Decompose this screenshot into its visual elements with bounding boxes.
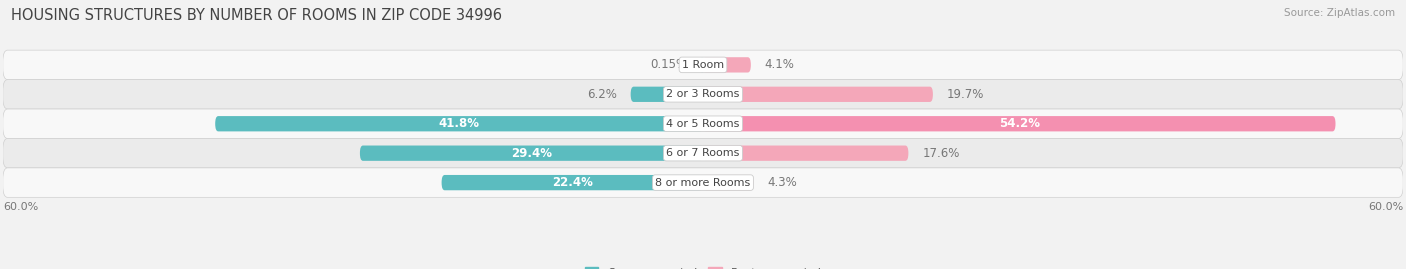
Text: 6 or 7 Rooms: 6 or 7 Rooms: [666, 148, 740, 158]
Text: Source: ZipAtlas.com: Source: ZipAtlas.com: [1284, 8, 1395, 18]
Text: 4.1%: 4.1%: [765, 58, 794, 71]
FancyBboxPatch shape: [703, 57, 751, 73]
FancyBboxPatch shape: [3, 168, 1403, 197]
FancyBboxPatch shape: [703, 146, 908, 161]
Text: 22.4%: 22.4%: [553, 176, 593, 189]
Text: 19.7%: 19.7%: [946, 88, 984, 101]
Legend: Owner-occupied, Renter-occupied: Owner-occupied, Renter-occupied: [581, 263, 825, 269]
FancyBboxPatch shape: [703, 116, 1336, 131]
Text: 6.2%: 6.2%: [586, 88, 617, 101]
FancyBboxPatch shape: [703, 175, 754, 190]
FancyBboxPatch shape: [360, 146, 703, 161]
Text: 4 or 5 Rooms: 4 or 5 Rooms: [666, 119, 740, 129]
FancyBboxPatch shape: [3, 139, 1403, 168]
FancyBboxPatch shape: [703, 87, 934, 102]
Text: 41.8%: 41.8%: [439, 117, 479, 130]
Text: 1 Room: 1 Room: [682, 60, 724, 70]
Text: 2 or 3 Rooms: 2 or 3 Rooms: [666, 89, 740, 99]
Text: 29.4%: 29.4%: [510, 147, 553, 160]
Text: 8 or more Rooms: 8 or more Rooms: [655, 178, 751, 187]
FancyBboxPatch shape: [215, 116, 703, 131]
Text: 0.15%: 0.15%: [650, 58, 688, 71]
Text: 60.0%: 60.0%: [3, 202, 38, 212]
FancyBboxPatch shape: [3, 80, 1403, 109]
FancyBboxPatch shape: [3, 109, 1403, 139]
Text: HOUSING STRUCTURES BY NUMBER OF ROOMS IN ZIP CODE 34996: HOUSING STRUCTURES BY NUMBER OF ROOMS IN…: [11, 8, 502, 23]
Text: 60.0%: 60.0%: [1368, 202, 1403, 212]
Text: 4.3%: 4.3%: [768, 176, 797, 189]
Text: 17.6%: 17.6%: [922, 147, 960, 160]
Text: 54.2%: 54.2%: [998, 117, 1040, 130]
FancyBboxPatch shape: [631, 87, 703, 102]
FancyBboxPatch shape: [441, 175, 703, 190]
FancyBboxPatch shape: [702, 57, 703, 73]
FancyBboxPatch shape: [3, 50, 1403, 80]
